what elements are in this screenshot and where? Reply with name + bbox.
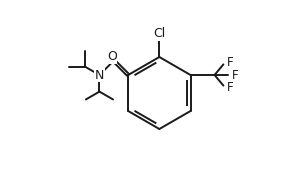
Text: N: N [95,68,104,81]
Text: F: F [227,81,233,94]
Text: F: F [227,56,233,69]
Text: O: O [107,50,117,63]
Text: F: F [232,68,238,81]
Text: Cl: Cl [153,27,166,40]
